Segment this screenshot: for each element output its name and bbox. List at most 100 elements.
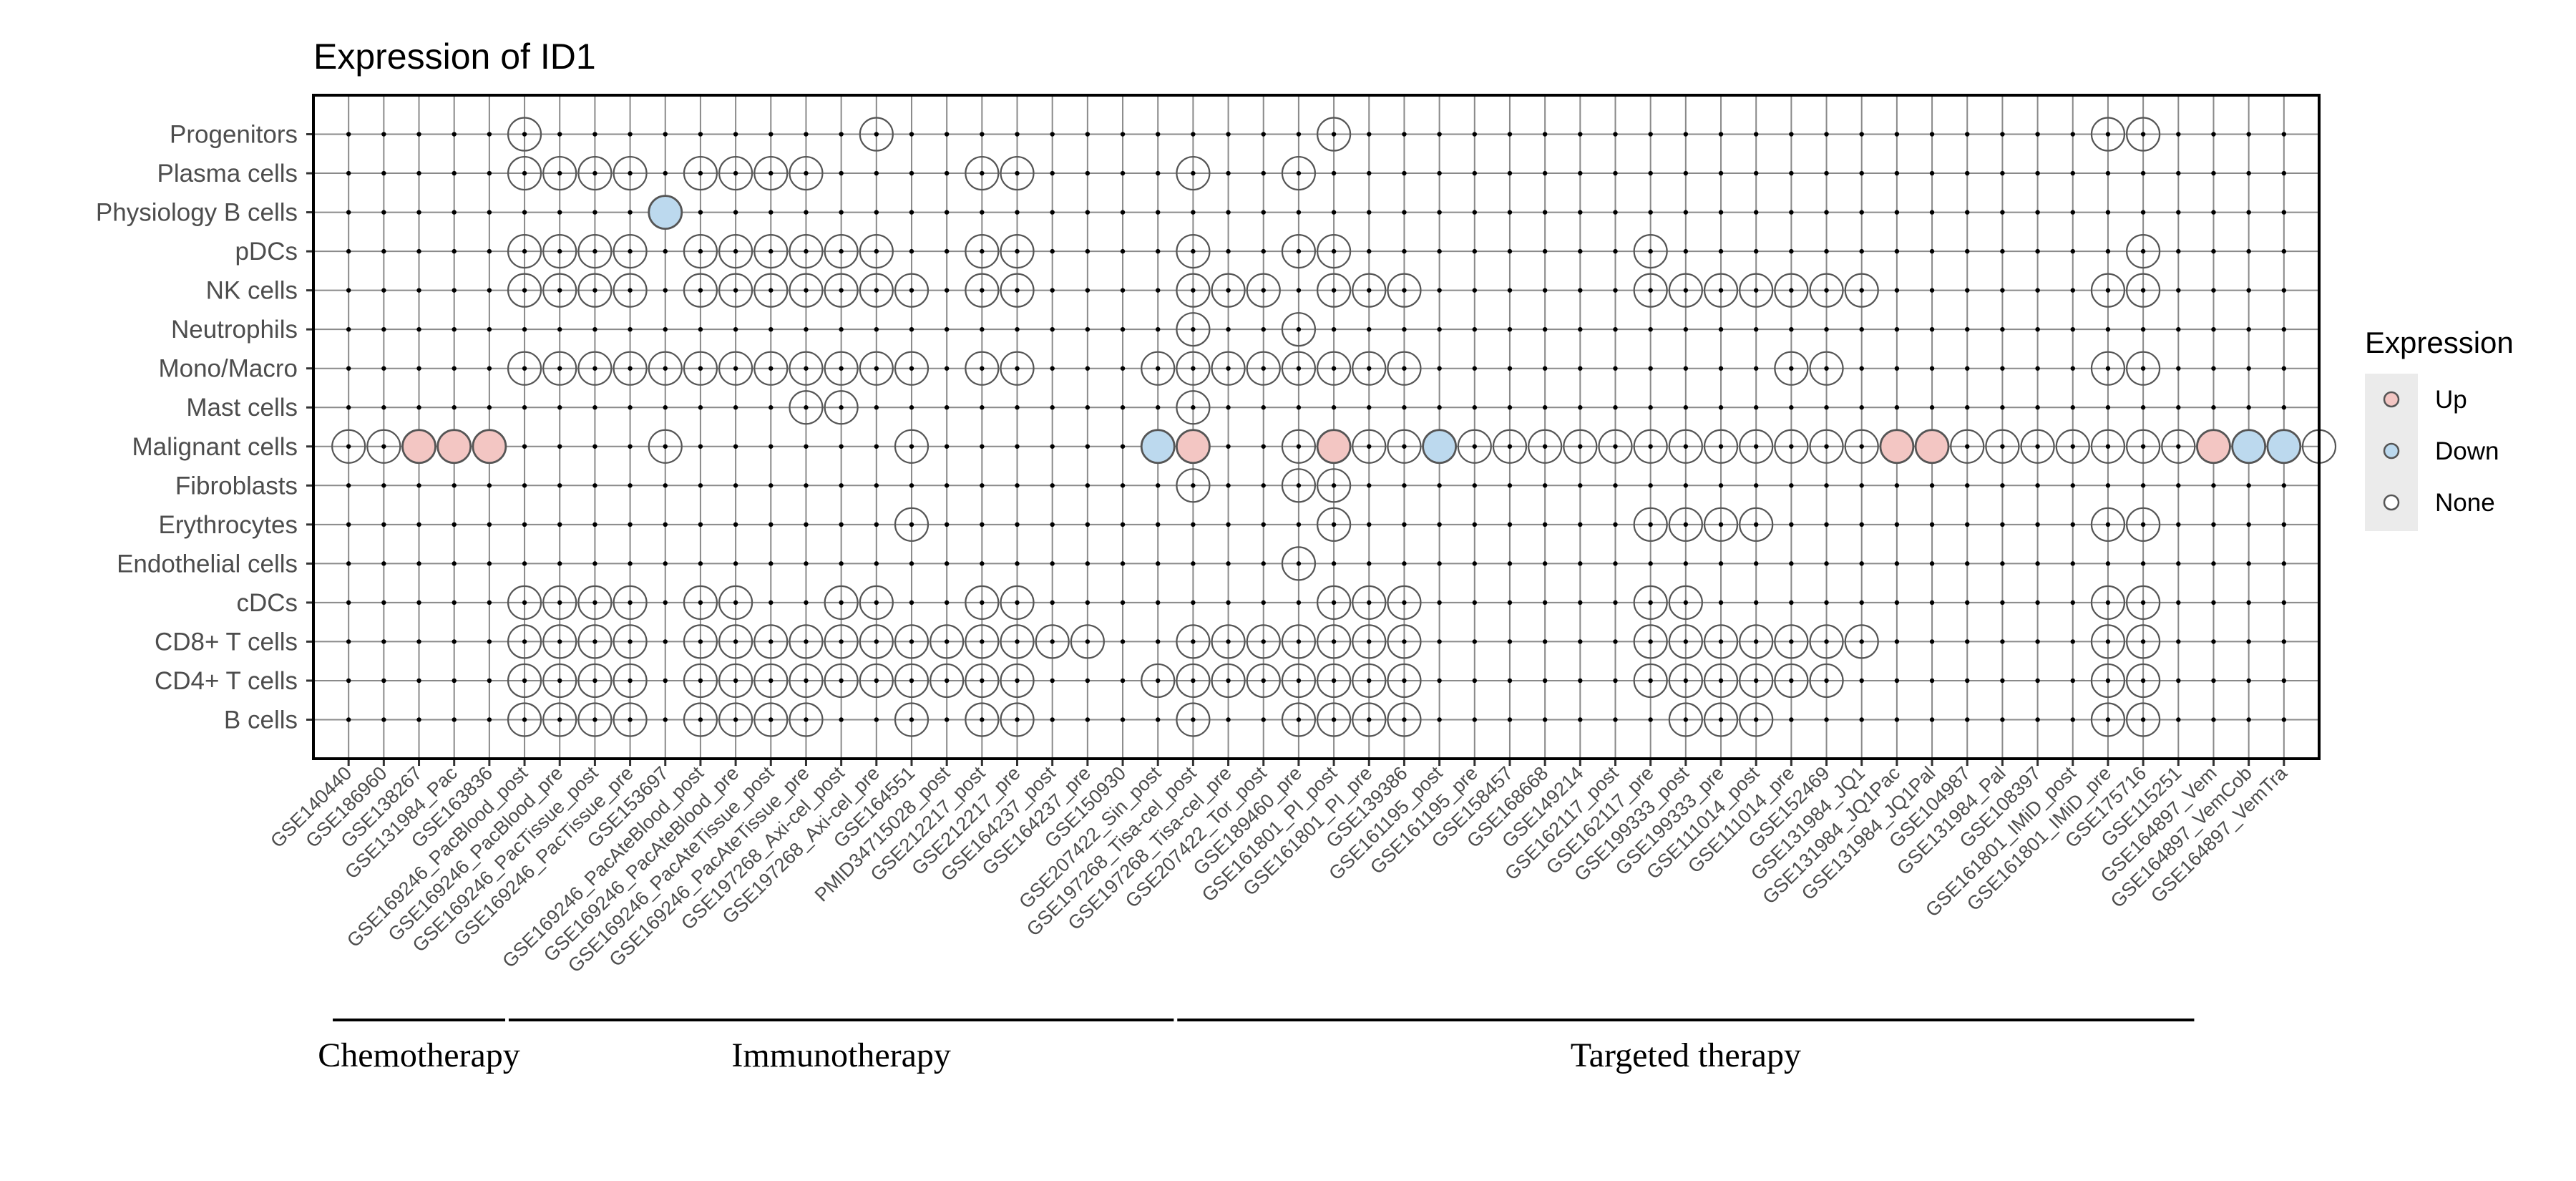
grid-dot: [1718, 717, 1724, 722]
grid-dot: [2105, 444, 2111, 449]
data-point-none: [1176, 351, 1211, 386]
grid-dot: [1894, 717, 1900, 722]
grid-dot: [1965, 444, 1970, 449]
data-point-none: [1774, 624, 1809, 659]
grid-dot: [980, 248, 985, 254]
grid-dot: [1507, 366, 1513, 371]
grid-dot: [522, 405, 527, 410]
grid-dot: [2176, 210, 2181, 215]
grid-dot: [522, 561, 527, 566]
grid-dot: [944, 405, 950, 410]
grid-dot: [1859, 405, 1864, 410]
grid-dot: [944, 170, 950, 176]
grid-dot: [1120, 522, 1126, 528]
grid-dot: [874, 248, 879, 254]
grid-dot: [1402, 522, 1407, 528]
data-point-none: [753, 624, 789, 659]
grid-dot: [2035, 248, 2040, 254]
grid-dot: [1613, 132, 1618, 137]
grid-dot: [663, 678, 668, 684]
data-point-none: [859, 663, 894, 699]
grid-dot: [487, 561, 492, 566]
data-point-none: [1176, 624, 1211, 659]
grid-dot: [1542, 600, 1548, 606]
grid-dot: [1226, 170, 1231, 176]
grid-dot: [1191, 483, 1196, 488]
grid-dot: [1085, 326, 1091, 332]
grid-dot: [2211, 170, 2216, 176]
grid-dot: [487, 248, 492, 254]
grid-dot: [1437, 717, 1442, 722]
grid-dot: [1367, 288, 1372, 293]
grid-dot: [1296, 326, 1302, 332]
grid-dot: [733, 561, 738, 566]
grid-dot: [1718, 678, 1724, 684]
data-point-none: [577, 351, 613, 386]
grid-dot: [1120, 132, 1126, 137]
grid-dot: [1542, 717, 1548, 722]
grid-dot: [1542, 561, 1548, 566]
data-point-none: [683, 585, 718, 620]
grid-dot: [804, 366, 809, 371]
data-point-none: [1176, 663, 1211, 699]
grid-dot: [2246, 561, 2251, 566]
data-point-none: [824, 585, 859, 620]
data-point-none: [1000, 624, 1035, 659]
grid-dot: [1542, 639, 1548, 644]
grid-dot: [1050, 561, 1055, 566]
grid-dot: [1331, 678, 1337, 684]
data-point-none: [1739, 273, 1774, 308]
data-point-none: [366, 429, 401, 464]
grid-dot: [1718, 210, 1724, 215]
data-point-none: [1000, 234, 1035, 269]
grid-dot: [804, 678, 809, 684]
grid-dot: [1120, 561, 1126, 566]
grid-dot: [1050, 366, 1055, 371]
grid-dot: [944, 483, 950, 488]
grid-dot: [1472, 522, 1477, 528]
grid-dot: [2035, 210, 2040, 215]
data-point-none: [965, 585, 1000, 620]
grid-dot: [1015, 405, 1020, 410]
grid-dot: [1648, 170, 1653, 176]
grid-dot: [1191, 561, 1196, 566]
data-point-none: [789, 351, 824, 386]
data-point-none: [2090, 663, 2126, 699]
data-point-none: [1774, 351, 1809, 386]
data-point-none: [1352, 429, 1387, 464]
grid-dot: [628, 132, 633, 137]
grid-dot: [804, 210, 809, 215]
grid-dot: [804, 717, 809, 722]
grid-dot: [1156, 561, 1161, 566]
grid-dot: [2070, 405, 2075, 410]
grid-dot: [2140, 288, 2146, 293]
grid-dot: [1050, 483, 1055, 488]
grid-dot: [487, 210, 492, 215]
grid-dot: [2035, 639, 2040, 644]
grid-dot: [1085, 678, 1091, 684]
grid-dot: [2246, 210, 2251, 215]
grid-dot: [1120, 639, 1126, 644]
grid-dot: [1578, 248, 1583, 254]
grid-dot: [1261, 678, 1266, 684]
grid-dot: [487, 170, 492, 176]
grid-dot: [1226, 210, 1231, 215]
grid-dot: [1542, 248, 1548, 254]
grid-dot: [557, 248, 562, 254]
data-point-none: [1668, 624, 1703, 659]
grid-dot: [1718, 483, 1724, 488]
grid-dot: [1331, 210, 1337, 215]
grid-dot: [874, 561, 879, 566]
grid-dot: [1507, 170, 1513, 176]
grid-dot: [663, 600, 668, 606]
data-point-none: [1352, 702, 1387, 737]
grid-dot: [1050, 248, 1055, 254]
data-point-none: [1281, 468, 1317, 503]
grid-dot: [592, 483, 597, 488]
grid-dot: [557, 210, 562, 215]
data-point-none: [1457, 429, 1492, 464]
grid-dot: [628, 288, 633, 293]
grid-dot: [874, 170, 879, 176]
data-point-none: [542, 234, 577, 269]
grid-dot: [733, 210, 738, 215]
